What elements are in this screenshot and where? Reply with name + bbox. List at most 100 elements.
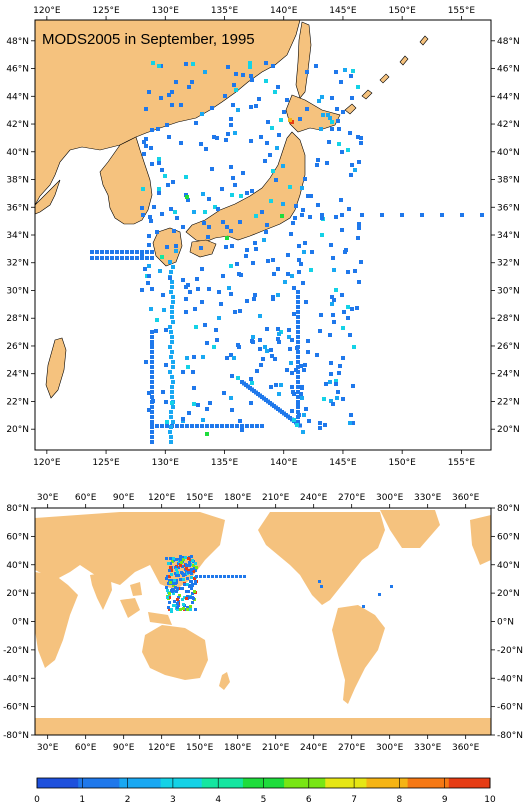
global-lat-label-right: -20°N: [497, 646, 523, 656]
lat-label-left: 28°N: [6, 314, 29, 324]
colorbar-label: 9: [442, 795, 448, 805]
obs-cell: [233, 131, 237, 135]
global-obs-cell: [186, 608, 189, 611]
obs-cell: [171, 300, 175, 304]
obs-cell: [290, 371, 294, 375]
obs-cell: [154, 329, 158, 333]
obs-cell: [207, 225, 211, 229]
obs-cell: [167, 93, 171, 97]
obs-cell: [296, 380, 300, 384]
global-obs-cell: [176, 558, 179, 561]
colorbar-label: 7: [351, 795, 357, 805]
obs-cell: [142, 152, 146, 156]
obs-cell: [95, 250, 99, 254]
obs-cell: [356, 85, 360, 89]
obs-cell: [306, 350, 310, 354]
obs-cell: [240, 428, 244, 432]
global-obs-cell: [168, 592, 171, 595]
obs-cell: [222, 391, 226, 395]
global-lon-label-bottom: 360°E: [452, 743, 480, 753]
obs-cell: [357, 280, 361, 284]
obs-cell: [161, 293, 165, 297]
global-obs-cell: [187, 557, 190, 560]
obs-cell: [277, 392, 281, 396]
global-observation-cells: [165, 555, 393, 613]
colorbar-label: 5: [261, 795, 267, 805]
obs-cell: [279, 118, 283, 122]
obs-cell: [185, 356, 189, 360]
global-lon-label-top: 240°E: [300, 493, 328, 503]
obs-cell: [353, 168, 357, 172]
global-lon-label-bottom: 120°E: [148, 743, 176, 753]
obs-cell: [356, 236, 360, 240]
obs-cell: [125, 256, 129, 260]
obs-cell: [296, 310, 300, 314]
lon-label-bottom: 135°E: [211, 458, 239, 468]
global-obs-cell: [174, 566, 177, 569]
global-lon-label-bottom: 240°E: [300, 743, 328, 753]
obs-cell: [341, 397, 345, 401]
colorbar-label: 4: [215, 795, 221, 805]
global-lat-label-right: -60°N: [497, 703, 523, 713]
obs-cell: [257, 97, 261, 101]
global-obs-cell: [195, 575, 198, 578]
obs-cell: [169, 410, 173, 414]
global-obs-cell: [390, 585, 393, 588]
obs-cell: [159, 96, 163, 100]
obs-cell: [164, 400, 168, 404]
global-obs-cell: [187, 569, 190, 572]
obs-cell: [173, 210, 177, 214]
obs-cell: [229, 123, 233, 127]
obs-cell: [357, 160, 361, 164]
obs-cell: [140, 256, 144, 260]
colorbar-label: 6: [306, 795, 312, 805]
obs-cell: [342, 310, 346, 314]
obs-cell: [249, 105, 253, 109]
global-obs-cell: [179, 587, 182, 590]
obs-cell: [236, 376, 240, 380]
obs-cell: [217, 290, 221, 294]
global-obs-cell: [191, 592, 194, 595]
regional-axis-ticks: 120°E 120°E 125°E 125°E 130°E 130°E 135°E 135°E…: [6, 6, 519, 468]
obs-cell: [275, 146, 279, 150]
lat-label-right: 42°N: [497, 120, 520, 130]
obs-cell: [236, 343, 240, 347]
obs-cell: [202, 221, 206, 225]
obs-cell: [337, 371, 341, 375]
obs-cell: [339, 80, 343, 84]
obs-cell: [324, 382, 328, 386]
obs-cell: [200, 300, 204, 304]
obs-cell: [254, 214, 258, 218]
obs-cell: [318, 329, 322, 333]
obs-cell: [230, 424, 234, 428]
obs-cell: [195, 277, 199, 281]
global-lat-label-right: 40°N: [497, 561, 520, 571]
global-obs-cell: [211, 575, 214, 578]
obs-cell: [321, 113, 325, 117]
obs-cell: [286, 253, 290, 257]
obs-cell: [290, 409, 294, 413]
obs-cell: [229, 229, 233, 233]
obs-cell: [227, 286, 231, 290]
obs-cell: [150, 425, 154, 429]
lat-label-left: 38°N: [6, 176, 29, 186]
obs-cell: [332, 268, 336, 272]
obs-cell: [201, 355, 205, 359]
lat-label-right: 34°N: [497, 231, 520, 241]
obs-cell: [290, 385, 294, 389]
obs-cell: [298, 423, 302, 428]
obs-cell: [330, 96, 334, 100]
obs-cell: [288, 118, 292, 122]
global-obs-cell: [192, 597, 195, 600]
obs-cell: [304, 300, 308, 304]
obs-cell: [296, 360, 300, 364]
global-obs-cell: [167, 606, 170, 609]
obs-cell: [351, 421, 355, 425]
obs-cell: [271, 169, 275, 173]
lat-label-right: 24°N: [497, 370, 520, 380]
obs-cell: [328, 116, 332, 120]
obs-cell: [150, 395, 154, 399]
north-america-continent: [258, 512, 385, 605]
obs-cell: [283, 280, 287, 284]
regional-map: MODS2005 in September, 1995 120°E120°E12…: [6, 6, 519, 468]
